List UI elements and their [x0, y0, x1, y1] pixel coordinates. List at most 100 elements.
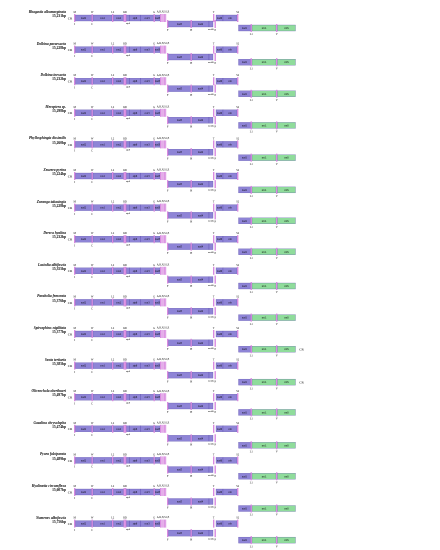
trna-mark — [74, 235, 76, 244]
trna-mark — [163, 140, 165, 149]
trna-mark — [213, 140, 215, 149]
gene-nad3-label: nad3 — [155, 80, 161, 83]
trna-label: H — [190, 94, 192, 97]
gene-atp8 — [126, 299, 130, 306]
trna-mark — [250, 185, 252, 194]
trna-label: P — [214, 475, 216, 478]
trna-mark — [162, 14, 164, 22]
trna-label: L1 — [250, 226, 254, 229]
trna-label: C — [91, 466, 93, 469]
trna-mark — [153, 108, 155, 117]
gene-nad4L-label: nad4L — [208, 410, 215, 413]
trna-label: W — [91, 422, 94, 425]
trna-label: C — [91, 497, 93, 500]
trna-label: P — [214, 538, 216, 541]
gene-nad4L-label: nad4L — [208, 506, 215, 509]
gene-nad5-label: nad5 — [177, 310, 183, 313]
trna-label: L2 — [111, 11, 115, 14]
gene-nad4L — [208, 435, 214, 442]
gene-rrnS — [277, 346, 296, 353]
trna-label: K — [123, 137, 125, 140]
species-label: Dolbina paraexacta 15,228bp — [2, 42, 66, 50]
trna-mark — [91, 298, 93, 307]
trna-mark — [74, 45, 76, 54]
species-name: Parabolia femorata — [37, 294, 66, 299]
gene-nad6-label: nad6 — [217, 459, 223, 462]
trna-mark — [165, 393, 167, 402]
trna-label: L2 — [111, 232, 115, 235]
gene-nad5-label: nad5 — [177, 183, 183, 186]
control-region-label: CR — [68, 301, 73, 305]
species-label: Seota tertiaria 15,385bp — [2, 358, 66, 366]
gene-cox2-label: cox2 — [116, 523, 122, 526]
trna-mark — [163, 488, 165, 496]
gene-nad3-label: nad3 — [155, 175, 161, 178]
trna-mark — [161, 203, 163, 212]
trna-label: D — [125, 232, 127, 235]
gene-rrnS-label: rrnS — [284, 381, 289, 384]
trna-mark — [163, 14, 165, 22]
gene-nad4-label: nad4 — [198, 88, 204, 91]
trna-mark — [153, 235, 155, 244]
gene-nad2-label: nad2 — [81, 175, 87, 178]
trna-mark — [163, 45, 165, 54]
gene-cox1-label: cox1 — [100, 175, 106, 178]
gene-nad3-label: nad3 — [155, 459, 161, 462]
trna-mark — [123, 298, 125, 307]
trna-mark — [167, 20, 169, 28]
gene-rrnL-label: rrnL — [262, 251, 267, 254]
trna-mark — [237, 393, 239, 402]
gene-nad2-label: nad2 — [81, 333, 87, 336]
trna-mark — [162, 235, 164, 244]
trna-mark — [74, 14, 76, 22]
gene-nad6-label: nad6 — [217, 365, 223, 368]
gene-nad4L — [208, 212, 214, 219]
genome-length: 15,298bp — [52, 109, 66, 113]
gene-nad5-label: nad5 — [177, 56, 183, 59]
gene-atp6-label: atp6 — [133, 301, 138, 304]
gene-nad4L — [208, 529, 214, 537]
gene-cob-label: cob — [228, 428, 232, 431]
trna-cluster-label: A,R,N,S1,E — [157, 485, 170, 488]
trna-label: D — [125, 485, 127, 488]
trna-mark — [153, 456, 155, 465]
trna-cluster-label: A,R,N,S1,E — [157, 453, 170, 456]
trna-label: G — [153, 359, 155, 362]
trna-label: P — [214, 444, 216, 447]
genome-length: 15,489bp — [52, 456, 66, 461]
trna-mark — [165, 140, 167, 149]
gene-nad1-label: nad1 — [242, 411, 248, 414]
gene-atp8-label: atp8 — [126, 465, 131, 468]
gene-cox3-label: cox3 — [144, 112, 150, 115]
gene-nad4-label: nad4 — [198, 151, 204, 154]
gene-nad2-label: nad2 — [81, 112, 87, 115]
trna-label: I — [74, 150, 75, 153]
trna-mark — [91, 361, 93, 370]
trna-label: L1 — [250, 257, 254, 260]
trna-mark — [190, 211, 192, 220]
trna-label: K — [123, 74, 125, 77]
gene-rrnS-label: rrnS — [284, 317, 289, 320]
trna-label: F — [167, 189, 169, 192]
trna-mark — [250, 345, 252, 354]
trna-label: G — [153, 264, 155, 267]
trna-label: K — [123, 453, 125, 456]
trna-label: L2 — [111, 327, 115, 330]
trna-mark — [167, 371, 169, 380]
species-label: Olivenchola oberthueri 15,497bp — [2, 389, 66, 397]
trna-label: I — [74, 118, 75, 121]
species-name: Meroptera sp. — [45, 104, 66, 109]
trna-label: S2 — [236, 359, 239, 362]
gene-atp8-label: atp8 — [126, 307, 131, 310]
trna-label: S2 — [236, 11, 239, 14]
trna-label: F — [167, 316, 169, 319]
trna-label: M — [74, 485, 77, 488]
trna-label: T — [213, 169, 215, 172]
trna-mark — [190, 275, 192, 284]
trna-mark — [123, 330, 125, 338]
trna-label: L1 — [250, 67, 254, 70]
